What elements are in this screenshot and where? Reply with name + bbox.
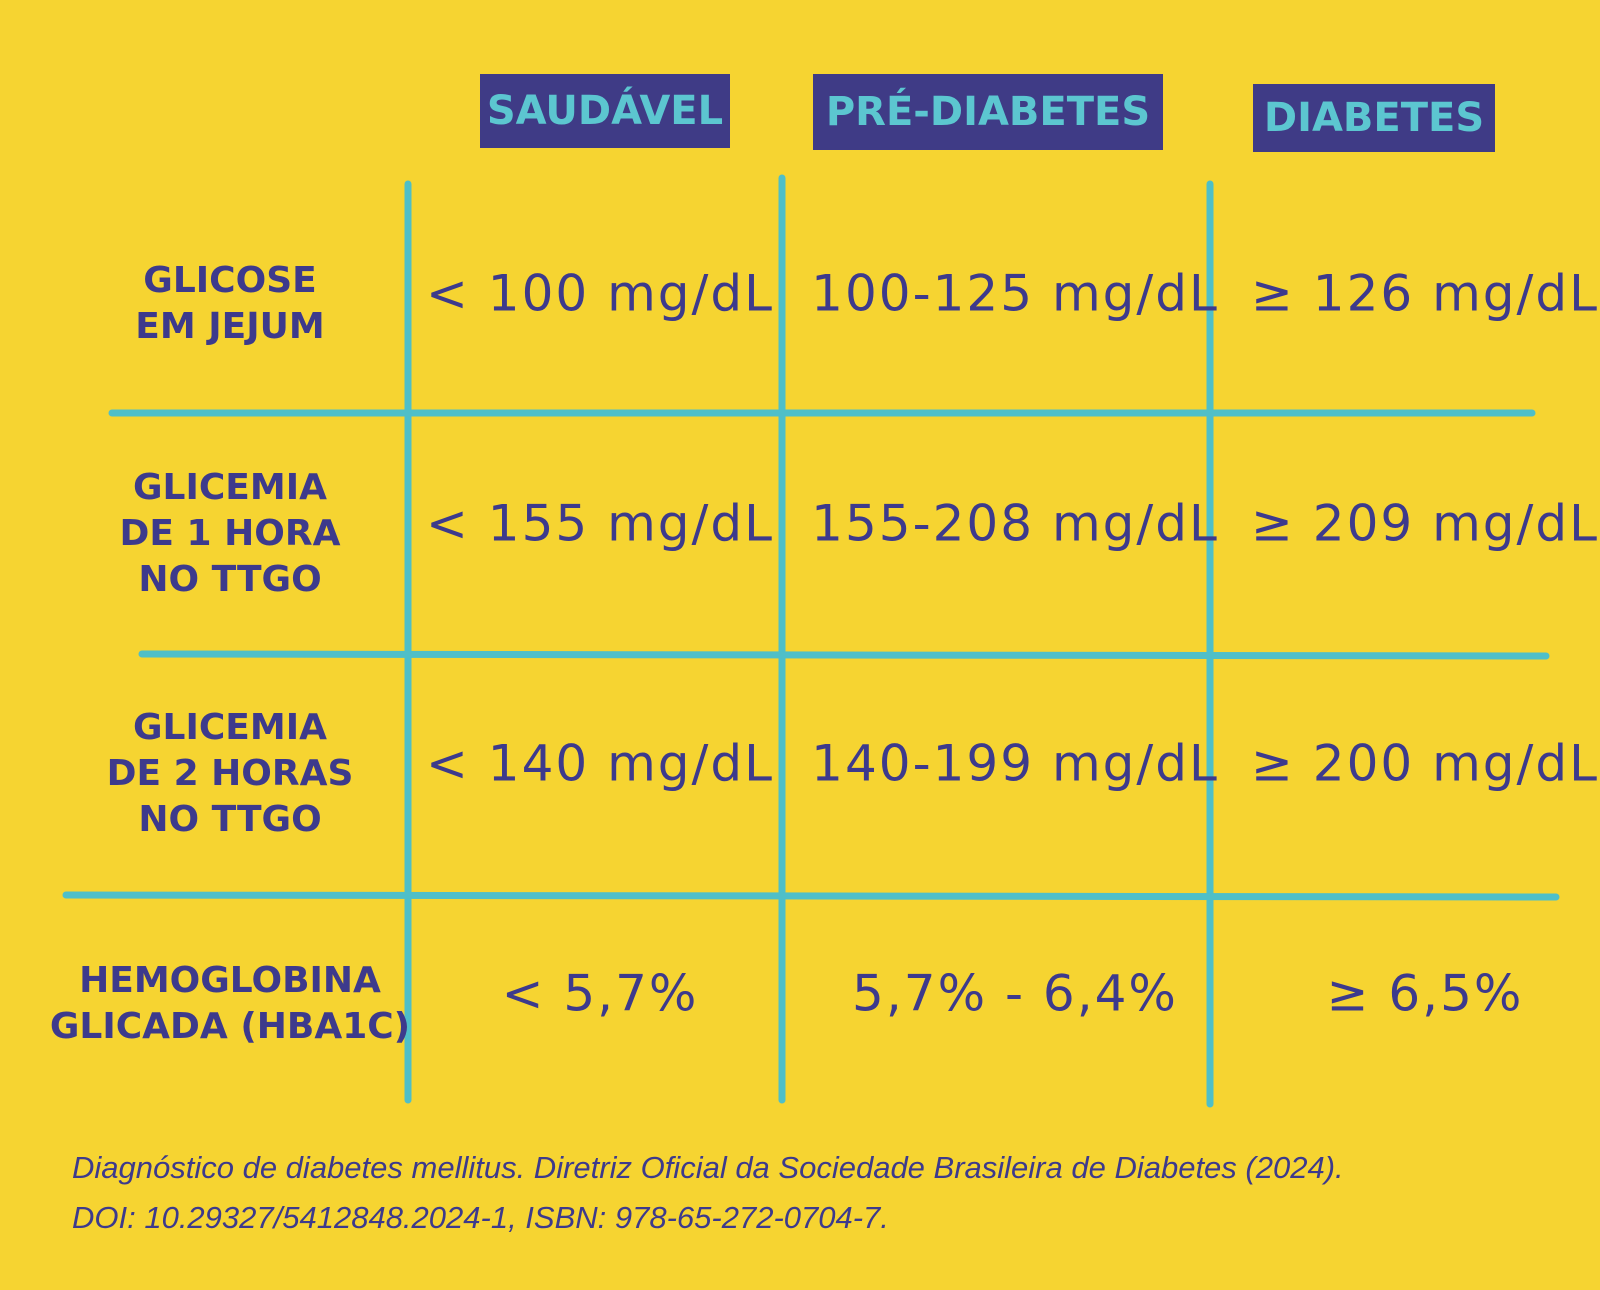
cell-value: 140-199 mg/dL: [811, 735, 1219, 793]
footnote: DOI: 10.29327/5412848.2024-1, ISBN: 978-…: [72, 1200, 889, 1235]
cell-value: ≥ 200 mg/dL: [1251, 735, 1599, 793]
cell-value: < 140 mg/dL: [426, 735, 774, 793]
row-label: GLICEMIA: [133, 707, 327, 748]
cell-value: ≥ 126 mg/dL: [1251, 265, 1599, 323]
row-label: DE 1 HORA: [120, 513, 341, 554]
row-label: NO TTGO: [138, 799, 321, 840]
column-header: DIABETES: [1264, 95, 1484, 141]
row-label: DE 2 HORAS: [107, 753, 354, 794]
row-rule: [138, 650, 1550, 660]
row-rule: [62, 891, 1560, 901]
column-header: PRÉ-DIABETES: [826, 87, 1150, 135]
cell-value: 5,7% - 6,4%: [852, 965, 1178, 1023]
footnote: Diagnóstico de diabetes mellitus. Diretr…: [72, 1150, 1344, 1185]
row-label: GLICOSE: [143, 260, 316, 301]
cell-value: 100-125 mg/dL: [811, 265, 1219, 323]
cell-value: < 5,7%: [502, 965, 699, 1023]
row-label: NO TTGO: [138, 559, 321, 600]
header-box: [480, 74, 730, 148]
row-label: GLICADA (HBA1C): [50, 1006, 410, 1047]
cell-value: 155-208 mg/dL: [811, 495, 1219, 553]
cell-value: ≥ 6,5%: [1327, 965, 1524, 1023]
header-box: [813, 74, 1163, 150]
header-box: [1253, 84, 1495, 152]
cell-value: < 100 mg/dL: [426, 265, 774, 323]
row-label: GLICEMIA: [133, 467, 327, 508]
row-label: HEMOGLOBINA: [79, 960, 381, 1001]
cell-value: ≥ 209 mg/dL: [1251, 495, 1599, 553]
row-label: EM JEJUM: [135, 306, 324, 347]
column-header: SAUDÁVEL: [487, 86, 723, 134]
cell-value: < 155 mg/dL: [426, 495, 774, 553]
